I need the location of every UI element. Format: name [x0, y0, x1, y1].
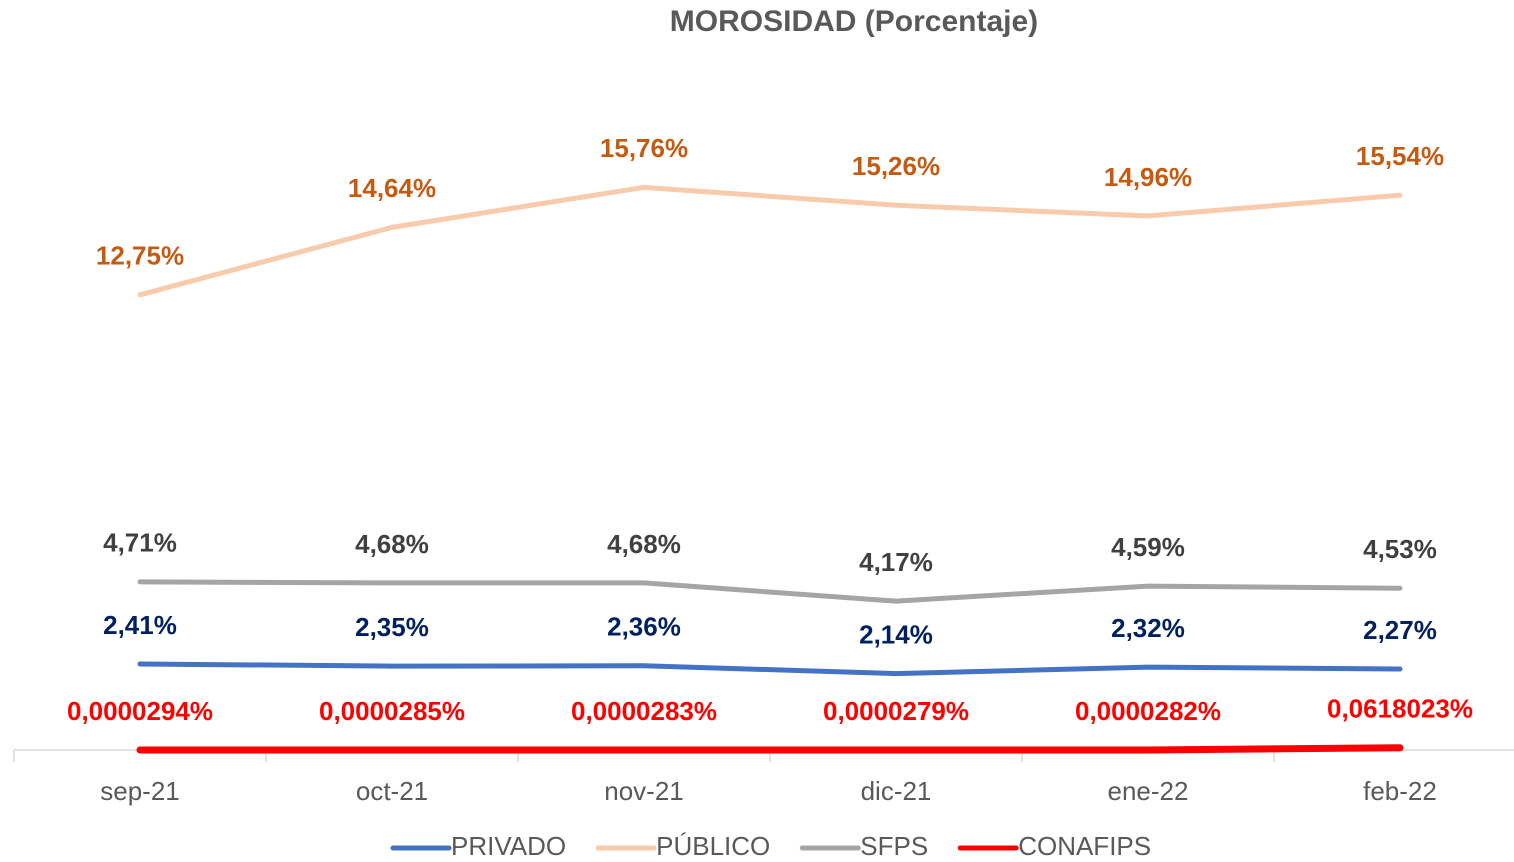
- data-label: 2,35%: [355, 612, 429, 642]
- data-label: 4,68%: [355, 529, 429, 559]
- x-tick-label: oct-21: [356, 776, 428, 806]
- data-label: 2,14%: [859, 619, 933, 649]
- legend-label: PÚBLICO: [656, 831, 770, 861]
- data-label: 4,71%: [103, 528, 177, 558]
- data-label: 15,54%: [1356, 141, 1444, 171]
- data-label: 0,0618023%: [1327, 694, 1473, 724]
- data-label: 2,36%: [607, 612, 681, 642]
- data-label: 4,59%: [1111, 532, 1185, 562]
- data-label: 4,53%: [1363, 534, 1437, 564]
- data-label: 0,0000294%: [67, 696, 213, 726]
- x-tick-label: feb-22: [1363, 776, 1437, 806]
- legend-label: SFPS: [860, 831, 928, 861]
- series-line: [137, 661, 1403, 677]
- data-label: 2,27%: [1363, 615, 1437, 645]
- data-label: 2,32%: [1111, 613, 1185, 643]
- data-label: 14,96%: [1104, 162, 1192, 192]
- legend-label: PRIVADO: [451, 831, 566, 861]
- series-line: [137, 579, 1403, 604]
- data-label: 4,68%: [607, 529, 681, 559]
- series-line: [137, 184, 1403, 298]
- chart-title: MOROSIDAD (Porcentaje): [670, 5, 1038, 38]
- data-label: 2,41%: [103, 610, 177, 640]
- data-label: 14,64%: [348, 173, 436, 203]
- x-tick-label: sep-21: [100, 776, 180, 806]
- x-tick-label: dic-21: [861, 776, 932, 806]
- x-tick-label: nov-21: [604, 776, 684, 806]
- data-label: 0,0000279%: [823, 696, 969, 726]
- legend-label: CONAFIPS: [1018, 831, 1151, 861]
- data-label: 12,75%: [96, 241, 184, 271]
- data-label: 4,17%: [859, 547, 933, 577]
- data-label: 15,26%: [852, 151, 940, 181]
- series-line: [136, 744, 1404, 754]
- data-label: 15,76%: [600, 133, 688, 163]
- x-tick-label: ene-22: [1108, 776, 1189, 806]
- data-label: 0,0000282%: [1075, 696, 1221, 726]
- data-label: 0,0000285%: [319, 696, 465, 726]
- data-label: 0,0000283%: [571, 696, 717, 726]
